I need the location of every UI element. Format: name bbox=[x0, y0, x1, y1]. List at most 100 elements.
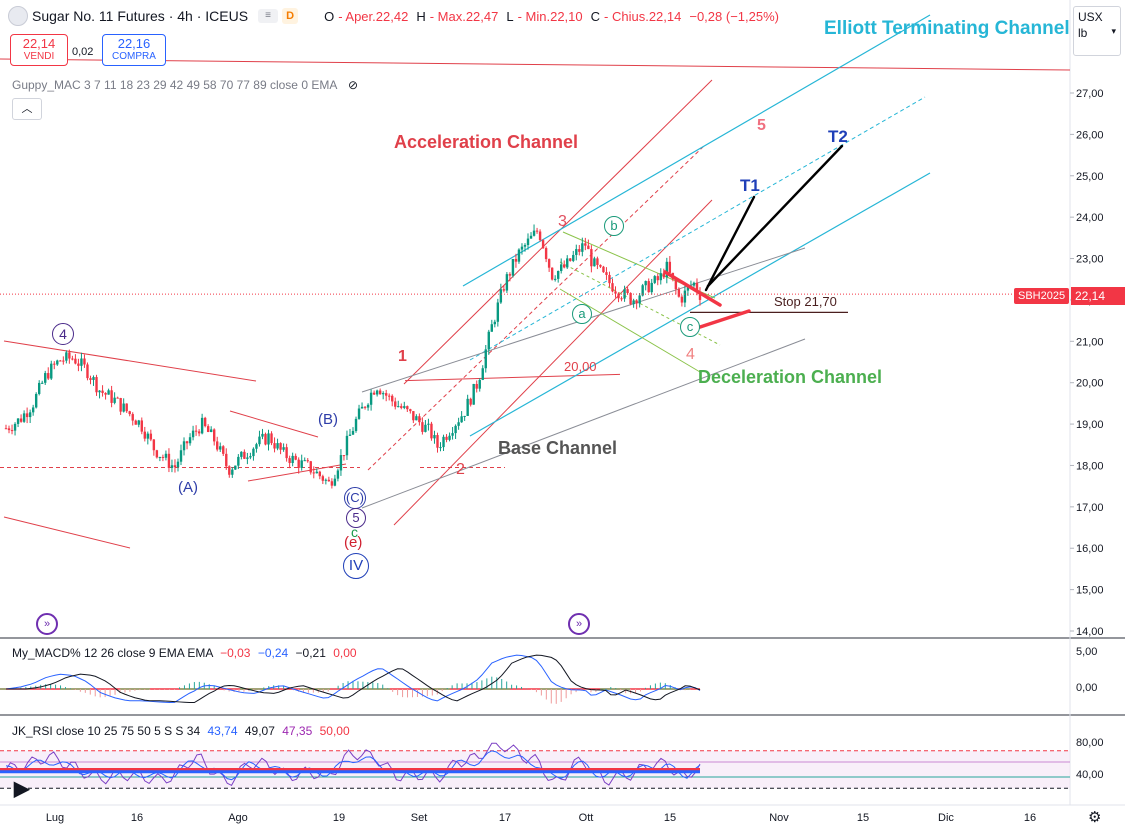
thick-red-lower[interactable] bbox=[692, 309, 751, 331]
triangle-lower[interactable] bbox=[247, 463, 347, 482]
candle-body bbox=[4, 428, 8, 430]
data-badge[interactable]: D bbox=[282, 8, 299, 24]
wave-2-label[interactable]: 2 bbox=[456, 461, 465, 478]
rsi-indicator-label[interactable]: JK_RSI close 10 25 75 50 5 S S 34 43,74 … bbox=[12, 724, 350, 738]
stop-level-label[interactable]: Stop 21,70 bbox=[774, 294, 837, 309]
elliott-upper[interactable] bbox=[462, 14, 931, 287]
wave-3-label[interactable]: 3 bbox=[558, 213, 567, 230]
candle-body bbox=[644, 281, 647, 286]
wave-4-label[interactable]: 4 bbox=[686, 346, 695, 363]
wave-A-label[interactable]: (A) bbox=[178, 479, 198, 496]
macd-value-3: −0,21 bbox=[295, 646, 326, 660]
macd-value-2: −0,24 bbox=[257, 646, 289, 660]
candle-body bbox=[680, 296, 684, 303]
target-line-t1[interactable] bbox=[704, 195, 756, 292]
macd-value-4: 0,00 bbox=[333, 646, 357, 660]
trendline-top[interactable] bbox=[0, 58, 1070, 71]
candle-body bbox=[146, 433, 150, 439]
target-line-t2[interactable] bbox=[706, 144, 844, 288]
event-marker-icon[interactable]: » bbox=[568, 613, 590, 635]
acceleration-lower[interactable] bbox=[393, 199, 713, 526]
macd-indicator-label[interactable]: My_MACD% 12 26 close 9 EMA EMA −0,03 −0,… bbox=[12, 646, 357, 660]
time-axis[interactable]: Lug 16 Ago 19 Set 17 Ott 15 Nov 15 Dic 16 bbox=[46, 812, 1036, 824]
wave-c-circle[interactable]: c bbox=[680, 317, 700, 337]
collapse-button[interactable]: ︿ bbox=[12, 98, 42, 120]
minor-c-label[interactable]: c bbox=[351, 524, 358, 540]
base-lower[interactable] bbox=[361, 338, 806, 509]
price-tick-label: 25,00 bbox=[1076, 171, 1104, 183]
circled-4-label[interactable]: 4 bbox=[52, 323, 74, 345]
open-value: - Aper.22,42 bbox=[338, 8, 409, 24]
last-price-tag[interactable]: 22,14 bbox=[1071, 287, 1125, 305]
close-value: - Chius.22,14 bbox=[604, 8, 682, 24]
time-tick-label: Dic bbox=[938, 812, 954, 824]
elliott-channel-label[interactable]: Elliott Terminating Channel bbox=[824, 18, 1070, 39]
gear-icon[interactable]: ⚙ bbox=[1088, 809, 1102, 826]
buy-button[interactable]: 22,16 COMPRA bbox=[102, 34, 166, 66]
candle-body bbox=[490, 324, 493, 332]
candle-body bbox=[668, 261, 672, 273]
candle-body bbox=[587, 245, 590, 250]
target-t2-label[interactable]: T2 bbox=[828, 127, 848, 146]
candle-body bbox=[469, 398, 472, 405]
thick-red-upper[interactable] bbox=[663, 270, 722, 307]
target-t1-label[interactable]: T1 bbox=[740, 176, 760, 195]
trendline-left-lower[interactable] bbox=[3, 516, 131, 549]
circled-4-text: 4 bbox=[59, 326, 67, 342]
drawing-layer[interactable] bbox=[0, 14, 1070, 549]
price-tick-label: 16,00 bbox=[1076, 543, 1104, 555]
wave-5-label[interactable]: 5 bbox=[757, 117, 766, 134]
candle-body bbox=[279, 443, 282, 450]
currency-unit-selector[interactable]: USX lb ▾ bbox=[1073, 6, 1121, 56]
candle-body bbox=[460, 416, 463, 423]
triangle-upper[interactable] bbox=[229, 410, 319, 438]
wave-b-circle[interactable]: b bbox=[604, 216, 624, 236]
candle-body bbox=[185, 441, 189, 444]
circled-5-label[interactable]: 5 bbox=[346, 508, 366, 528]
price-axis[interactable]: 27,0026,0025,0024,0023,0022,0021,0020,00… bbox=[1070, 88, 1104, 638]
candle-body bbox=[550, 267, 554, 280]
spread-value: 0,02 bbox=[72, 46, 94, 58]
wave-1-label[interactable]: 1 bbox=[398, 348, 407, 365]
wave-C-circle[interactable]: (C) bbox=[344, 487, 366, 509]
tradingview-logo[interactable]: ▶ bbox=[14, 778, 30, 800]
price-tick-label: 26,00 bbox=[1076, 129, 1104, 141]
candle-body bbox=[384, 393, 388, 396]
symbol-title[interactable]: Sugar No. 11 Futures · 4h · ICEUS bbox=[32, 8, 249, 24]
candle-body bbox=[463, 415, 466, 417]
candle-body bbox=[357, 408, 361, 419]
paren-e-label[interactable]: (e) bbox=[344, 534, 363, 551]
candle-body bbox=[333, 478, 337, 486]
level-20-line[interactable] bbox=[404, 373, 621, 382]
candle-body bbox=[511, 258, 515, 276]
candle-body bbox=[593, 258, 596, 267]
elliott-mid[interactable] bbox=[469, 96, 926, 361]
wave-B-label[interactable]: (B) bbox=[318, 411, 338, 428]
ticker-tag[interactable]: SBH2025 bbox=[1014, 288, 1070, 304]
candle-body bbox=[10, 430, 14, 432]
acceleration-channel-label[interactable]: Acceleration Channel bbox=[394, 132, 579, 152]
candle-body bbox=[578, 249, 581, 252]
candle-body bbox=[19, 418, 23, 422]
base-channel-label[interactable]: Base Channel bbox=[498, 438, 618, 458]
wave-a-circle[interactable]: a bbox=[572, 304, 592, 324]
deceleration-channel-label[interactable]: Deceleration Channel bbox=[698, 367, 883, 387]
sell-button[interactable]: 22,14 VENDI bbox=[10, 34, 68, 66]
circled-IV-label[interactable]: IV bbox=[343, 553, 369, 579]
hide-eye-icon[interactable]: ⊘ bbox=[348, 78, 359, 92]
trendline-left-upper[interactable] bbox=[3, 340, 257, 382]
candle-body bbox=[481, 368, 484, 380]
level-20-label[interactable]: 20,00 bbox=[564, 359, 597, 374]
candle-body bbox=[191, 430, 195, 438]
drawing-layer-top[interactable] bbox=[0, 144, 1070, 331]
candle-body bbox=[209, 429, 213, 432]
acceleration-upper[interactable] bbox=[403, 79, 713, 385]
deceleration-lower[interactable] bbox=[559, 288, 701, 373]
eye-icon[interactable]: ≡ bbox=[258, 9, 279, 23]
event-marker-icon[interactable]: » bbox=[36, 613, 58, 635]
macd-value-1: −0,03 bbox=[220, 646, 251, 660]
acceleration-mid[interactable] bbox=[367, 144, 706, 471]
guppy-indicator-label[interactable]: Guppy_MAC 3 7 11 18 23 29 42 49 58 70 77… bbox=[12, 78, 358, 92]
candle-body bbox=[427, 423, 430, 425]
